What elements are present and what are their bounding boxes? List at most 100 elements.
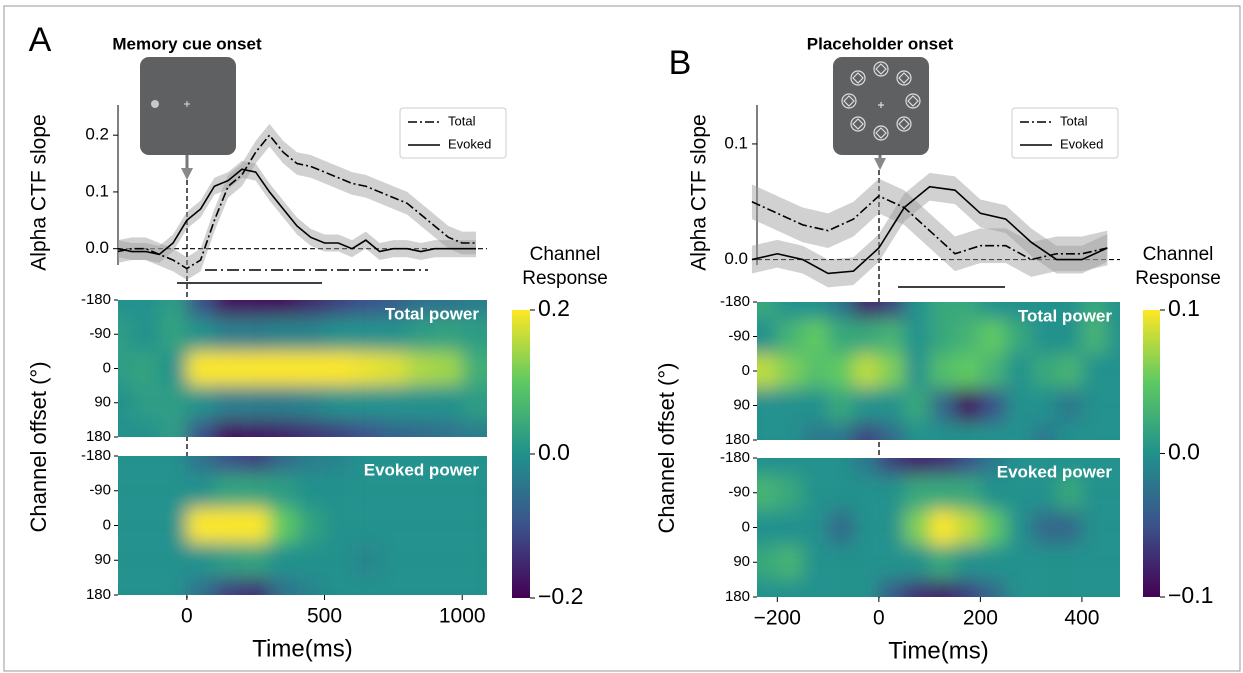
heatmap-cell (214, 473, 242, 509)
colorbar (512, 310, 530, 598)
heatmap-cell (159, 385, 187, 420)
y-tick-label: -90 (89, 482, 111, 499)
heatmap-cells (118, 456, 487, 595)
heatmap-cell (434, 577, 463, 595)
heatmap-cell (269, 317, 297, 352)
heatmap-cell (118, 300, 132, 318)
heatmap-cell (929, 458, 955, 476)
heatmap-cell (980, 353, 1006, 389)
heatmap-cell (462, 317, 487, 352)
heatmap-cell (352, 300, 380, 318)
heatmap-cell (853, 475, 879, 511)
x-tick-label: 0 (181, 605, 193, 628)
heatmap-cell (214, 542, 242, 578)
heatmap-cell (434, 300, 463, 318)
y-tick-label: 90 (733, 553, 750, 570)
heatmap-cell (955, 353, 981, 389)
heatmap-cell (434, 385, 463, 420)
heatmap-cell (462, 508, 487, 543)
heatmap-cell (352, 456, 380, 474)
heatmap-cell (1005, 422, 1032, 440)
chart-title: Placeholder onset (807, 34, 954, 53)
heatmap-cell (757, 302, 778, 320)
heatmap-cell (407, 577, 435, 595)
y-axis-label: Channel offset (°) (654, 362, 679, 533)
heatmap-cell (1056, 510, 1082, 545)
heatmap-cell (1031, 510, 1057, 545)
heatmap-cell (1056, 422, 1082, 440)
y-tick-label: -180 (720, 293, 750, 310)
y-tick-label: 0.0 (724, 249, 748, 268)
heatmap-cell (1031, 544, 1057, 580)
heatmap-cell (296, 473, 325, 509)
heatmap-cell (828, 579, 854, 597)
heatmap-cell (186, 419, 215, 437)
heatmap-cell (131, 542, 160, 578)
heatmap-cell (324, 317, 353, 352)
heatmap-cell (980, 388, 1006, 423)
heatmap-cell (1031, 475, 1057, 511)
heatmap-cell (352, 542, 380, 578)
heatmap-cell (955, 510, 981, 545)
heatmap-cell (980, 579, 1006, 597)
heatmap-cell (1031, 579, 1057, 597)
heatmap-cell (269, 385, 297, 420)
heatmap-cell (853, 319, 879, 354)
heatmap-cell (955, 422, 981, 440)
heatmap-cell (407, 351, 435, 386)
y-tick-label: 90 (733, 396, 750, 413)
heatmap-cell (955, 319, 981, 354)
y-tick-label: -180 (720, 449, 750, 466)
heatmap-cell (853, 510, 879, 545)
heatmap-cell (904, 510, 930, 545)
heatmap-cell (214, 419, 242, 437)
heatmap-cell (878, 544, 905, 580)
heatmap-cell (269, 542, 297, 578)
heatmap-cell (324, 508, 353, 543)
heatmap-cell (186, 473, 215, 509)
heatmap-cell (929, 388, 955, 423)
heatmap-cell (955, 579, 981, 597)
heatmap-cell (434, 419, 463, 437)
heatmap-cell (1107, 353, 1120, 389)
heatmap-cell (802, 544, 829, 580)
x-tick-label: 200 (963, 607, 998, 630)
heatmap-cell (159, 456, 187, 474)
heatmap-cell (379, 577, 408, 595)
heatmap-cell (929, 510, 955, 545)
heatmap-cell (269, 351, 297, 386)
heatmap-cell (379, 473, 408, 509)
heatmap-cell (929, 422, 955, 440)
legend-label: Total (448, 113, 476, 128)
heatmap-cell (802, 319, 829, 354)
y-tick-label: 0 (103, 516, 111, 533)
heatmap-label: Total power (1018, 306, 1113, 325)
heatmap-cell (1056, 319, 1082, 354)
heatmap-cell (462, 542, 487, 578)
heatmap-cell (186, 385, 215, 420)
heatmap-cell (407, 508, 435, 543)
heatmap-cell (118, 317, 132, 352)
heatmap-cell (434, 508, 463, 543)
heatmap-cell (379, 300, 408, 318)
heatmap-cell (159, 508, 187, 543)
heatmap-cell (241, 508, 270, 543)
y-tick-label: -90 (728, 327, 750, 344)
x-axis-label: Time(ms) (888, 637, 988, 664)
heatmap-cell (1005, 302, 1032, 320)
heatmap-cell (777, 510, 803, 545)
heatmap-cell (241, 456, 270, 474)
heatmap-cell (407, 317, 435, 352)
heatmap-cell (379, 542, 408, 578)
panel-label: A (29, 21, 52, 59)
heatmap-cell (1005, 319, 1032, 354)
heatmap-cell (407, 542, 435, 578)
heatmap-cell (802, 302, 829, 320)
heatmap-cell (802, 458, 829, 476)
heatmap-cell (214, 577, 242, 595)
heatmap-cell (214, 317, 242, 352)
y-tick-label: -90 (89, 325, 111, 342)
heatmap-cell (853, 579, 879, 597)
series-line (751, 185, 1108, 275)
panel-label: B (669, 44, 692, 82)
